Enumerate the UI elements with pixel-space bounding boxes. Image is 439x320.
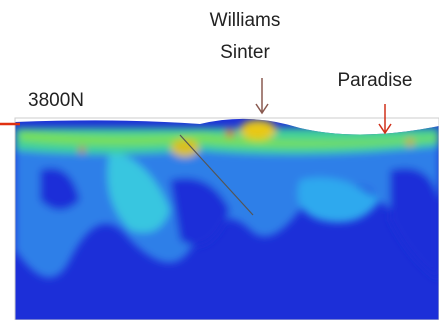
- line-label: 3800N: [28, 90, 84, 111]
- arrow: [255, 78, 269, 115]
- williams-label: Williams: [210, 10, 281, 31]
- resistivity-section: [15, 118, 439, 320]
- section-frame: [14, 117, 439, 320]
- williams-label: Sinter: [220, 42, 270, 63]
- arrow: [378, 104, 392, 135]
- paradise-label: Paradise: [338, 70, 413, 91]
